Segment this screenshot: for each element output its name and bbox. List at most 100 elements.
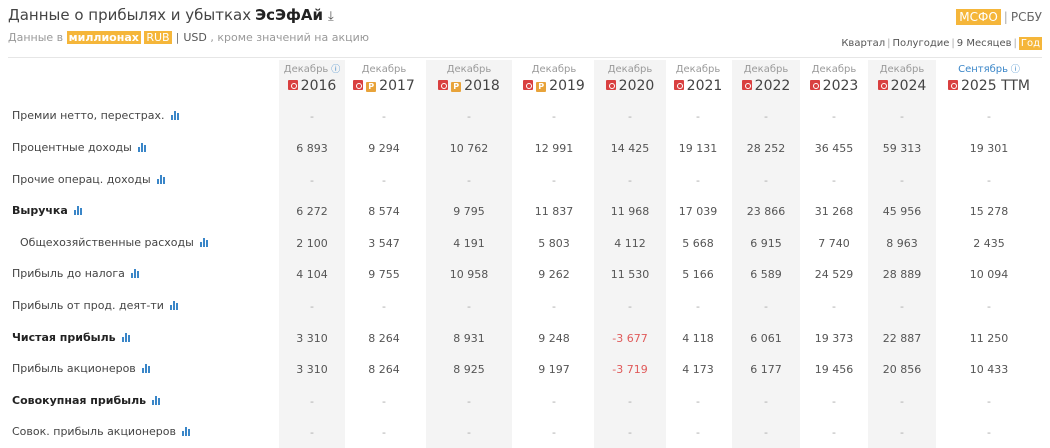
table-cell: 8 574 — [368, 205, 400, 218]
row-label-text[interactable]: Чистая прибыль — [12, 331, 116, 344]
bar-chart-icon[interactable] — [141, 364, 152, 373]
bar-chart-icon[interactable] — [152, 396, 162, 405]
column-month-label: Декабрь — [675, 64, 721, 75]
column-header: Декабрь ⓘ 2016 — [252, 64, 372, 95]
column-month: Декабрь — [774, 64, 894, 76]
row-label[interactable]: Прибыль до налога — [12, 267, 141, 280]
table-cell: - — [764, 426, 768, 439]
table-cell: - — [628, 300, 632, 313]
column-year: P 2017 — [324, 77, 444, 95]
unit-badge[interactable]: миллионах — [66, 31, 141, 44]
p-badge-icon[interactable]: P — [366, 82, 377, 92]
row-label[interactable]: Чистая прибыль — [12, 331, 132, 344]
table-cell: - — [832, 426, 836, 439]
table-cell: - — [310, 426, 314, 439]
row-label[interactable]: Выручка — [12, 204, 84, 217]
row-label-text[interactable]: Премии нетто, перестрах. — [12, 109, 165, 122]
table-cell: - — [552, 300, 556, 313]
period-option[interactable]: 9 Месяцев — [956, 38, 1012, 49]
table-cell: - — [696, 395, 700, 408]
row-label-text[interactable]: Прибыль от прод. деят-ти — [12, 299, 164, 312]
bar-chart-icon[interactable] — [170, 111, 181, 120]
period-option[interactable]: Полугодие — [892, 38, 950, 49]
table-cell: - — [310, 110, 314, 123]
table-cell: 6 272 — [296, 205, 328, 218]
pdf-icon[interactable] — [877, 80, 888, 90]
info-icon[interactable]: ⓘ — [1008, 65, 1020, 75]
table-cell: - — [382, 300, 386, 313]
column-month: Декабрь — [570, 64, 690, 76]
row-label-text[interactable]: Общехозяйственные расходы — [20, 236, 194, 249]
row-label-text[interactable]: Процентные доходы — [12, 141, 132, 154]
bar-chart-icon[interactable] — [181, 427, 192, 436]
p-badge-icon[interactable]: P — [451, 82, 462, 92]
pdf-icon[interactable] — [947, 80, 958, 90]
currency-rub[interactable]: RUB — [144, 31, 172, 44]
header-divider — [8, 57, 1042, 58]
bar-chart-icon[interactable] — [73, 206, 84, 215]
table-cell: - — [628, 395, 632, 408]
bar-chart-icon[interactable] — [130, 269, 141, 278]
table-cell: - — [900, 110, 904, 123]
pdf-icon[interactable] — [287, 80, 298, 90]
row-label[interactable]: Прибыль акционеров — [12, 362, 152, 375]
row-label-text[interactable]: Прибыль до налога — [12, 267, 125, 280]
row-label[interactable]: Процентные доходы — [12, 141, 148, 154]
pdf-icon[interactable] — [673, 80, 684, 90]
row-label[interactable]: Совокупная прибыль — [12, 394, 162, 407]
table-cell: - — [382, 110, 386, 123]
period-option[interactable]: Квартал — [841, 38, 886, 49]
info-icon[interactable]: ⓘ — [328, 65, 341, 75]
standard-option[interactable]: РСБУ — [1010, 10, 1042, 24]
table-cell: 4 112 — [614, 237, 646, 250]
bar-chart-icon[interactable] — [199, 238, 210, 247]
bar-chart-icon[interactable] — [121, 333, 132, 342]
row-label-text[interactable]: Совок. прибыль акционеров — [12, 425, 176, 438]
table-cell: 10 433 — [969, 363, 1009, 376]
table-cell: 9 248 — [538, 332, 570, 345]
table-cell: - — [900, 300, 904, 313]
download-icon[interactable]: ⤓ — [328, 9, 334, 24]
column-shading — [594, 60, 666, 448]
table-cell: - — [900, 426, 904, 439]
table-cell: - — [552, 426, 556, 439]
period-separator: | — [887, 38, 891, 49]
pdf-icon[interactable] — [809, 80, 820, 90]
bar-chart-icon[interactable] — [137, 143, 148, 152]
bar-chart-icon[interactable] — [156, 175, 167, 184]
table-cell: - — [832, 174, 836, 187]
pdf-icon[interactable] — [438, 80, 449, 90]
row-label[interactable]: Премии нетто, перестрах. — [12, 109, 181, 122]
row-label-text[interactable]: Прибыль акционеров — [12, 362, 136, 375]
row-label-text[interactable]: Прочие операц. доходы — [12, 173, 151, 186]
column-shading — [279, 60, 345, 448]
row-label-text[interactable]: Выручка — [12, 204, 68, 217]
table-cell: 8 925 — [453, 363, 485, 376]
row-label[interactable]: Прочие операц. доходы — [12, 173, 167, 186]
company-name[interactable]: ЭсЭфАй — [255, 6, 324, 24]
table-cell: - — [696, 174, 700, 187]
column-month-label: Сентябрь — [958, 64, 1009, 75]
column-header: Декабрь P 2018 — [409, 64, 529, 95]
table-cell: 31 268 — [814, 205, 854, 218]
pdf-icon[interactable] — [523, 80, 534, 90]
table-cell: - — [987, 174, 991, 187]
pdf-icon[interactable] — [605, 80, 616, 90]
row-label[interactable]: Совок. прибыль акционеров — [12, 425, 192, 438]
standard-option[interactable]: МСФО — [956, 9, 1001, 25]
row-label[interactable]: Прибыль от прод. деят-ти — [12, 299, 180, 312]
period-option[interactable]: Год — [1018, 37, 1042, 50]
table-cell: 8 264 — [368, 363, 400, 376]
table-cell: - — [628, 110, 632, 123]
pdf-icon[interactable] — [353, 80, 364, 90]
currency-usd[interactable]: USD — [183, 31, 207, 44]
pdf-icon[interactable] — [741, 80, 752, 90]
column-year: 2021 — [638, 77, 758, 95]
p-badge-icon[interactable]: P — [536, 82, 547, 92]
column-header: Декабрь P 2019 — [494, 64, 614, 95]
row-label-text[interactable]: Совокупная прибыль — [12, 394, 147, 407]
column-month: Декабрь — [409, 64, 529, 76]
row-label[interactable]: Общехозяйственные расходы — [20, 236, 210, 249]
bar-chart-icon[interactable] — [169, 301, 180, 310]
column-month-label: Декабрь — [446, 64, 492, 75]
